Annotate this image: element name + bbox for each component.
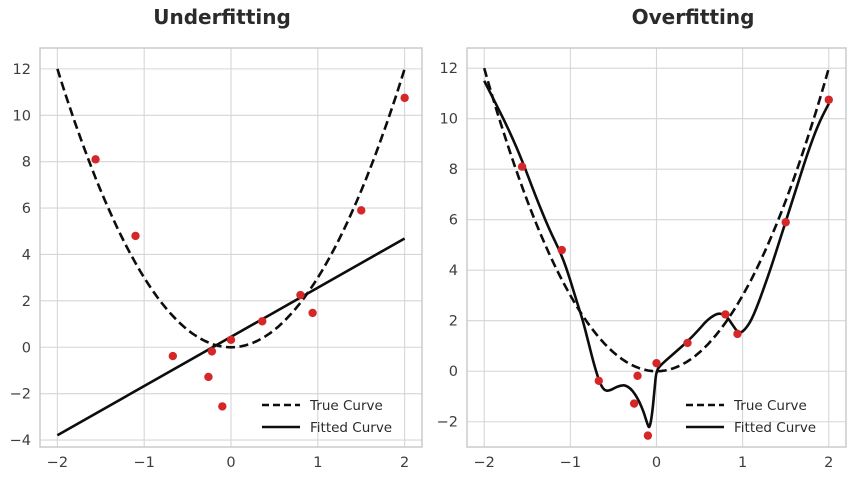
x-tick-label: −1 bbox=[133, 455, 154, 471]
legend-label-true-curve: True Curve bbox=[309, 398, 383, 414]
scatter-point bbox=[824, 95, 833, 104]
y-tick-label: 8 bbox=[22, 155, 31, 171]
true-curve-path bbox=[56, 68, 406, 349]
scatter-point bbox=[168, 351, 178, 361]
y-tick-label: −2 bbox=[437, 415, 458, 431]
y-tick-label: 6 bbox=[22, 201, 31, 217]
scatter-point bbox=[400, 93, 409, 103]
y-tick-label: 4 bbox=[449, 263, 458, 279]
scatter-point bbox=[204, 372, 213, 382]
scatter-point bbox=[131, 231, 140, 241]
scatter-point bbox=[557, 245, 566, 255]
y-tick-label: 10 bbox=[13, 108, 31, 124]
x-tick-label: 1 bbox=[313, 455, 322, 471]
scatter-point bbox=[781, 218, 790, 227]
scatter-point bbox=[652, 358, 661, 368]
x-tick-label: 0 bbox=[226, 455, 235, 471]
y-tick-label: 10 bbox=[440, 112, 458, 128]
x-tick-label: 0 bbox=[652, 455, 661, 471]
y-tick-label: 6 bbox=[449, 213, 458, 229]
scatter-point bbox=[594, 376, 603, 386]
scatter-point bbox=[683, 338, 692, 348]
scatter-point bbox=[218, 402, 227, 411]
y-tick-label: 2 bbox=[22, 294, 31, 310]
x-tick-label: −1 bbox=[560, 455, 581, 471]
scatter-point bbox=[733, 329, 742, 339]
y-tick-label: −2 bbox=[10, 387, 31, 403]
scatter-point bbox=[517, 162, 527, 171]
scatter-point bbox=[633, 371, 642, 380]
x-tick-label: −2 bbox=[474, 455, 495, 471]
scatter-point bbox=[643, 431, 653, 440]
scatter-point bbox=[357, 206, 366, 215]
scatter-point bbox=[629, 399, 639, 408]
scatter-point bbox=[207, 347, 217, 356]
y-tick-label: 8 bbox=[449, 162, 458, 178]
x-tick-label: −2 bbox=[47, 455, 68, 471]
y-tick-label: 12 bbox=[440, 61, 458, 77]
title-underfitting: Underfitting bbox=[153, 5, 291, 29]
scatter-point bbox=[226, 335, 236, 345]
y-tick-label: 0 bbox=[449, 364, 458, 380]
scatter-point bbox=[721, 310, 730, 319]
scatter-point bbox=[296, 290, 305, 300]
title-overfitting: Overfitting bbox=[631, 5, 755, 29]
y-tick-label: 0 bbox=[22, 340, 31, 356]
fitted-curve-path bbox=[483, 80, 830, 429]
legend-label-fitted-curve: Fitted Curve bbox=[310, 420, 392, 436]
x-tick-label: 2 bbox=[400, 455, 409, 471]
y-tick-label: 2 bbox=[449, 314, 458, 330]
x-tick-label: 2 bbox=[824, 455, 833, 471]
y-tick-label: 4 bbox=[22, 247, 31, 263]
y-tick-label: 12 bbox=[13, 62, 31, 78]
legend-label-fitted-curve: Fitted Curve bbox=[734, 420, 816, 436]
y-tick-label: −4 bbox=[10, 433, 31, 449]
axes-border bbox=[39, 47, 423, 448]
scatter-point bbox=[91, 155, 100, 164]
x-tick-label: 1 bbox=[738, 455, 747, 471]
true-curve-path bbox=[482, 67, 831, 373]
scatter-point bbox=[258, 317, 267, 326]
legend-label-true-curve: True Curve bbox=[733, 398, 807, 414]
scatter-point bbox=[308, 308, 317, 318]
axes-border bbox=[466, 47, 847, 448]
